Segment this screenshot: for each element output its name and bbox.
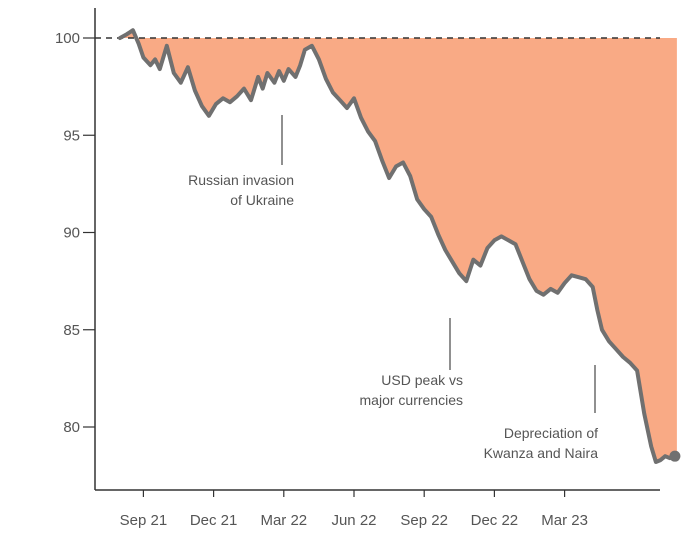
annotation-label: major currencies [360,392,463,408]
fill-layer [120,30,677,462]
x-tick-label: Sep 21 [120,512,168,529]
annotation-label: Russian invasion [188,172,294,188]
annotation-label: Kwanza and Naira [484,445,599,461]
x-tick-label: Dec 22 [471,512,519,529]
x-tick-labels: Sep 21 Dec 21 Mar 22 Jun 22 Sep 22 Dec 22 Mar … [120,512,588,529]
series-line-layer [118,28,681,464]
series-line [118,28,679,464]
y-tick-label: 85 [63,322,80,339]
y-tick-label: 95 [63,127,80,144]
x-tick-label: Jun 22 [331,512,376,529]
x-tick-label: Dec 21 [190,512,238,529]
y-tick-label: 80 [63,419,80,436]
x-tick-label: Sep 22 [400,512,448,529]
y-tick-label: 90 [63,225,80,242]
annotations: Russian invasion of Ukraine USD peak vs maj… [188,115,598,461]
axis-layer [83,8,660,497]
annotation-label: of Ukraine [230,192,294,208]
y-tick-labels: 100 95 90 85 80 [55,30,80,436]
y-tick-label: 100 [55,30,80,47]
x-tick-label: Mar 23 [541,512,588,529]
gap-area-fill [120,30,677,462]
annotation-label: USD peak vs [381,372,463,388]
annotation-label: Depreciation of [504,425,598,441]
x-tick-label: Mar 22 [260,512,307,529]
series-end-point [669,450,681,462]
